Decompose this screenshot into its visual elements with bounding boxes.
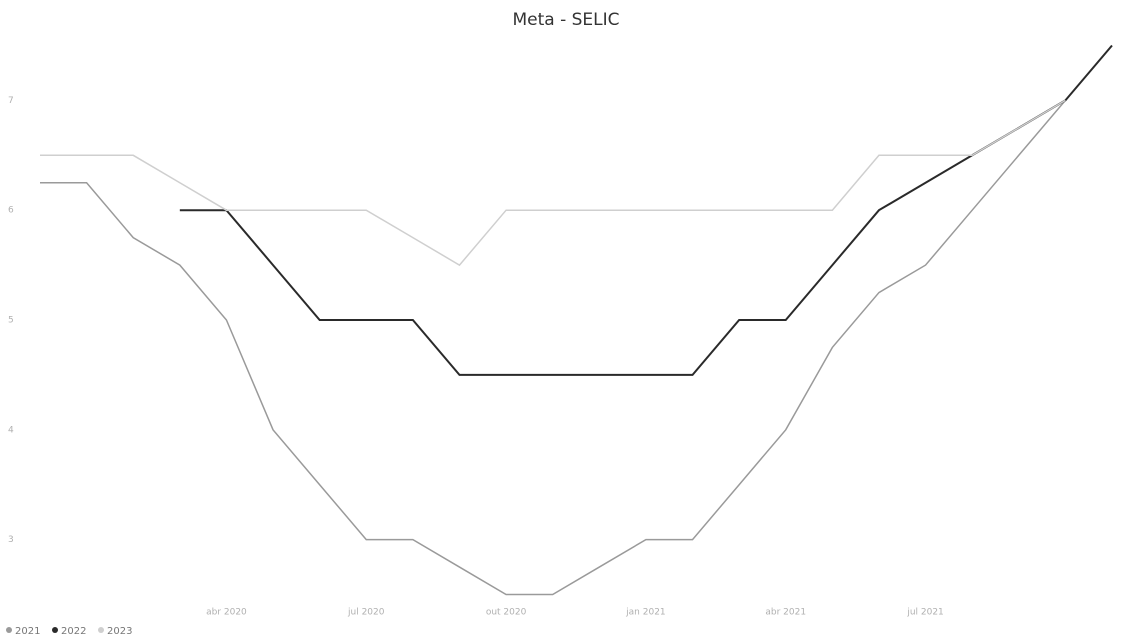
- legend-marker: [6, 627, 12, 633]
- legend-label: 2021: [15, 626, 40, 637]
- x-tick-label: out 2020: [486, 608, 527, 618]
- legend-marker: [52, 627, 58, 633]
- x-tick-label: jul 2021: [906, 608, 943, 618]
- legend-label: 2023: [107, 626, 132, 637]
- legend-label: 2022: [61, 626, 86, 637]
- y-tick-label: 5: [8, 316, 14, 326]
- x-tick-label: jul 2020: [347, 608, 385, 618]
- x-tick-label: abr 2020: [206, 608, 247, 618]
- x-tick-label: abr 2021: [765, 608, 806, 618]
- x-tick-label: jan 2021: [625, 608, 666, 618]
- y-tick-label: 4: [8, 425, 14, 435]
- y-tick-label: 3: [8, 535, 14, 545]
- legend-marker: [98, 627, 104, 633]
- series-line: [179, 44, 1113, 376]
- y-tick-label: 6: [8, 206, 14, 216]
- chart-title: Meta - SELIC: [512, 10, 619, 30]
- series-line: [40, 99, 1066, 267]
- y-tick-label: 7: [8, 96, 14, 106]
- series-line: [40, 99, 1066, 596]
